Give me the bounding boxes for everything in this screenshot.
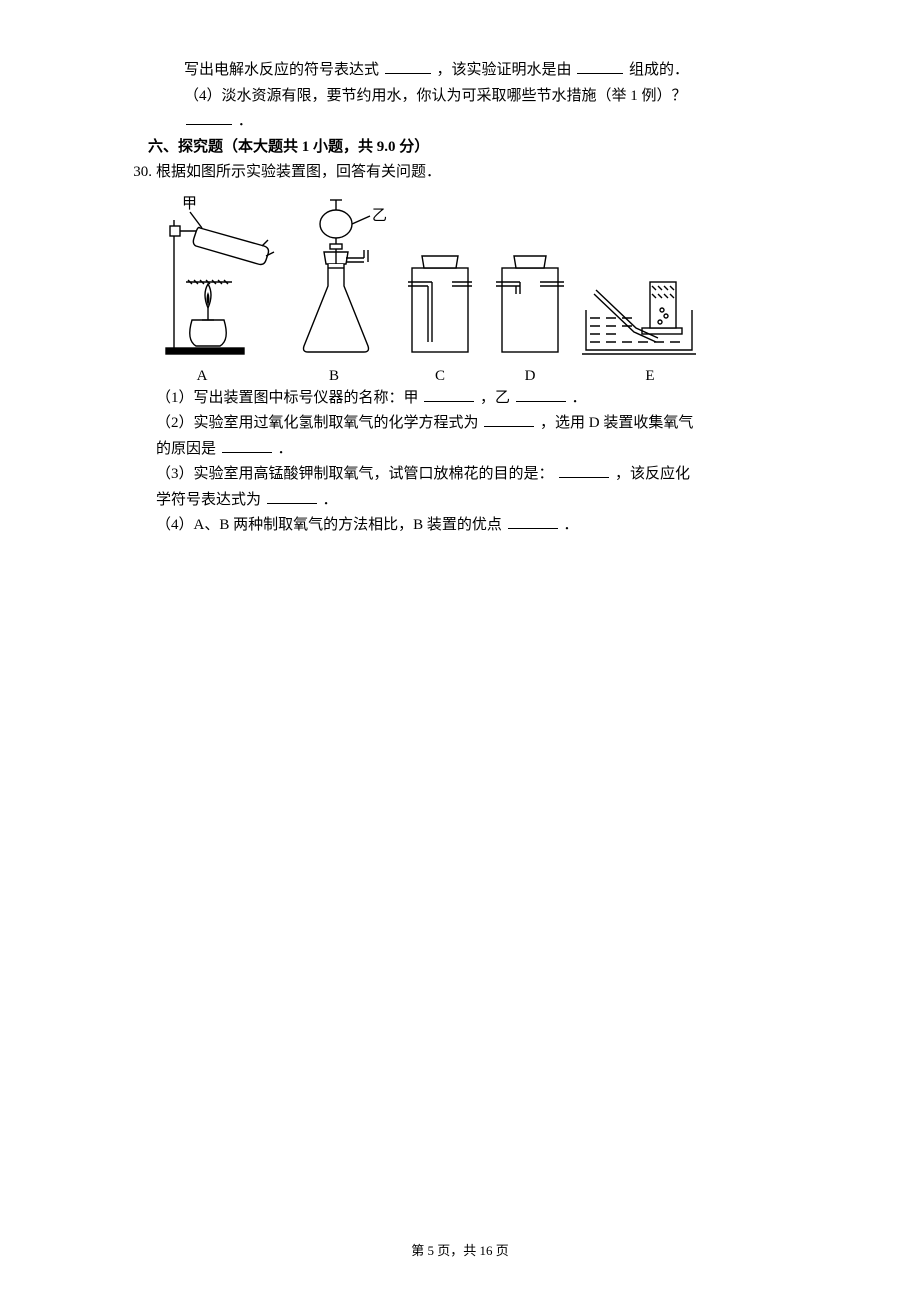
text: （4）A、B 两种制取氧气的方法相比，B 装置的优点: [156, 517, 506, 533]
text: ，该反应化: [615, 466, 690, 482]
label-yi: 乙: [372, 208, 387, 224]
label-jia: 甲: [182, 196, 197, 212]
text-line: ．: [184, 109, 794, 135]
label-D: D: [525, 368, 536, 384]
text: ，乙: [480, 390, 514, 406]
text: ．: [238, 113, 253, 129]
text: ，该实验证明水是由: [437, 62, 576, 78]
question-body: 根据如图所示实验装置图，回答有关问题． 甲: [156, 160, 794, 539]
blank-fill[interactable]: [222, 438, 272, 453]
label-B: B: [329, 368, 339, 384]
text: （2）实验室用过氧化氢制取氧气的化学方程式为: [156, 415, 482, 431]
blank-fill[interactable]: [577, 59, 623, 74]
footer-text: 页: [493, 1243, 509, 1258]
prev-question-continuation: 写出电解水反应的符号表达式 ，该实验证明水是由 组成的． （4）淡水资源有限，要…: [126, 58, 794, 135]
question-number: 30.: [126, 160, 156, 186]
blank-fill[interactable]: [267, 489, 317, 504]
blank-fill[interactable]: [424, 387, 474, 402]
footer-text: 页，共: [434, 1243, 480, 1258]
section-heading-6: 六、探究题（本大题共 1 小题，共 9.0 分）: [126, 135, 794, 161]
text: 学符号表达式为: [156, 492, 265, 508]
blank-fill[interactable]: [186, 110, 232, 125]
question-30: 30. 根据如图所示实验装置图，回答有关问题． 甲: [126, 160, 794, 539]
text-line: （4）淡水资源有限，要节约用水，你认为可采取哪些节水措施（举 1 例）？: [184, 84, 794, 110]
blank-fill[interactable]: [508, 514, 558, 529]
text: ，选用 D 装置收集氧气: [540, 415, 693, 431]
q30-part2-line2: 的原因是 ．: [156, 437, 794, 463]
footer-text: 第: [411, 1243, 427, 1258]
apparatus-svg: 甲: [156, 190, 696, 386]
text: ．: [572, 390, 587, 406]
apparatus-diagram: 甲: [156, 190, 696, 386]
text: （3）实验室用高锰酸钾制取氧气，试管口放棉花的目的是：: [156, 466, 557, 482]
q30-part1: （1）写出装置图中标号仪器的名称：甲 ，乙 ．: [156, 386, 794, 412]
q30-part2-line1: （2）实验室用过氧化氢制取氧气的化学方程式为 ，选用 D 装置收集氧气: [156, 411, 794, 437]
blank-fill[interactable]: [516, 387, 566, 402]
q30-part4: （4）A、B 两种制取氧气的方法相比，B 装置的优点 ．: [156, 513, 794, 539]
text: （1）写出装置图中标号仪器的名称：甲: [156, 390, 422, 406]
footer-page-total: 16: [480, 1243, 493, 1258]
q30-part3-line2: 学符号表达式为 ．: [156, 488, 794, 514]
q30-part3-line1: （3）实验室用高锰酸钾制取氧气，试管口放棉花的目的是： ，该反应化: [156, 462, 794, 488]
text: ．: [563, 517, 578, 533]
label-E: E: [645, 368, 654, 384]
question-intro: 根据如图所示实验装置图，回答有关问题．: [156, 160, 794, 186]
text: 组成的．: [629, 62, 689, 78]
text-line: 写出电解水反应的符号表达式 ，该实验证明水是由 组成的．: [184, 58, 794, 84]
blank-fill[interactable]: [385, 59, 431, 74]
blank-fill[interactable]: [484, 412, 534, 427]
text: ．: [323, 492, 338, 508]
page-footer: 第 5 页，共 16 页: [0, 1240, 920, 1262]
text: 的原因是: [156, 441, 220, 457]
text: 写出电解水反应的符号表达式: [184, 62, 383, 78]
page: 写出电解水反应的符号表达式 ，该实验证明水是由 组成的． （4）淡水资源有限，要…: [0, 0, 920, 539]
text: ．: [278, 441, 293, 457]
label-A: A: [197, 368, 208, 384]
blank-fill[interactable]: [559, 463, 609, 478]
label-C: C: [435, 368, 445, 384]
